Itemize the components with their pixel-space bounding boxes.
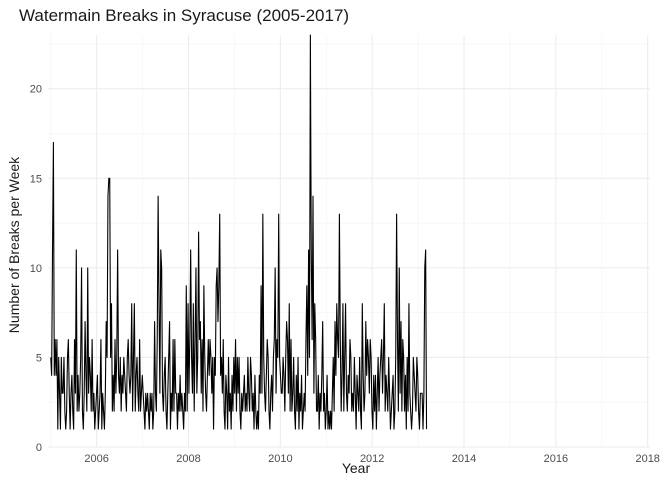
x-tick-label: 2018 bbox=[635, 453, 659, 465]
x-tick-label: 2010 bbox=[268, 453, 292, 465]
y-tick-label: 5 bbox=[36, 352, 42, 364]
y-tick-label: 10 bbox=[30, 263, 42, 275]
grid bbox=[48, 35, 650, 448]
x-tick-label: 2006 bbox=[84, 453, 108, 465]
y-axis-ticks: 0 5 10 15 20 bbox=[30, 84, 42, 454]
chart-title: Watermain Breaks in Syracuse (2005-2017) bbox=[19, 6, 349, 25]
y-axis-label: Number of Breaks per Week bbox=[6, 156, 22, 333]
series-layer bbox=[50, 34, 428, 430]
y-tick-label: 0 bbox=[36, 442, 42, 454]
x-tick-label: 2008 bbox=[176, 453, 200, 465]
x-axis-ticks: 2006 2008 2010 2012 2014 2016 2018 bbox=[84, 453, 660, 465]
x-tick-label: 2012 bbox=[360, 453, 384, 465]
y-tick-label: 15 bbox=[30, 173, 42, 185]
y-tick-label: 20 bbox=[30, 84, 42, 96]
x-tick-label: 2016 bbox=[544, 453, 568, 465]
x-axis-label: Year bbox=[342, 460, 371, 476]
series-line bbox=[50, 34, 428, 430]
x-tick-label: 2014 bbox=[452, 453, 476, 465]
